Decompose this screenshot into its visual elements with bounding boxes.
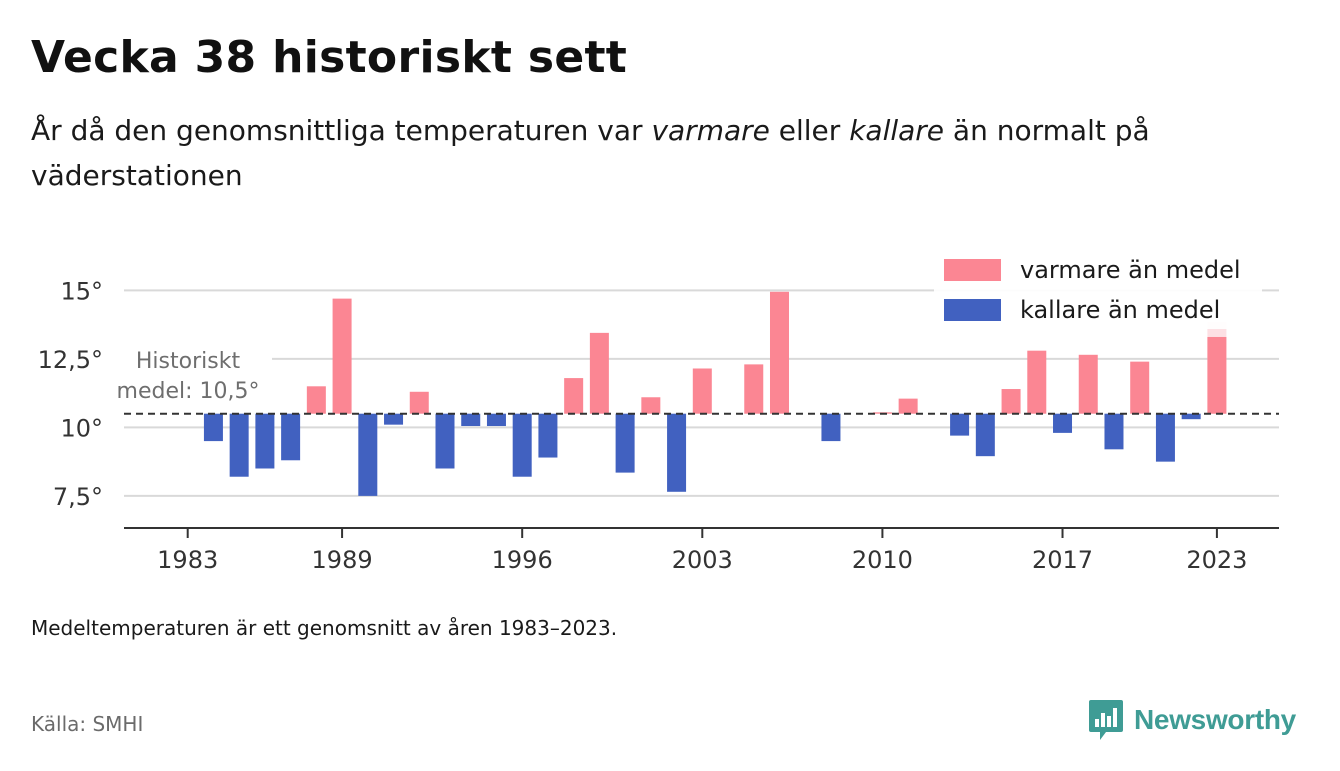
legend-label-warm: varmare än medel [1020, 256, 1241, 284]
x-tick-label: 2010 [852, 546, 913, 574]
subtitle-warm-word: varmare [651, 114, 770, 147]
y-tick-label: 12,5° [38, 346, 103, 374]
baseline-label-bg [108, 343, 272, 407]
bar-2006 [769, 291, 789, 414]
bar-2000 [615, 413, 635, 473]
bar-1984 [203, 413, 223, 442]
y-tick-label: 10° [60, 414, 103, 442]
brand-name: Newsworthy [1134, 704, 1296, 735]
bar-2003 [692, 368, 712, 414]
bar-1999 [589, 332, 609, 414]
bar-1989 [332, 298, 352, 414]
bar-1993 [435, 413, 455, 469]
subtitle-text-3: än normalt på väderstationen [31, 114, 1150, 192]
bar-1988 [306, 386, 326, 414]
chart-title: Vecka 38 historiskt sett [31, 32, 628, 83]
x-tick-label: 1996 [492, 546, 553, 574]
bar-2021 [1155, 413, 1175, 462]
x-tick-label: 2023 [1186, 546, 1247, 574]
brand-logo: Newsworthy [1088, 698, 1296, 742]
bar-2014 [975, 413, 995, 457]
legend-swatch-warm [944, 259, 1001, 281]
bar-2016 [1027, 350, 1047, 414]
subtitle-text-2: eller [769, 114, 850, 147]
y-tick-label: 15° [60, 277, 103, 305]
bar-1996 [512, 413, 532, 477]
footnote: Medeltemperaturen är ett genomsnitt av å… [31, 616, 618, 640]
baseline-label-line2: medel: 10,5° [117, 379, 260, 404]
bar-1990 [358, 413, 378, 496]
bar-2008 [821, 413, 841, 442]
x-tick-label: 1989 [312, 546, 373, 574]
bar-1994 [461, 413, 481, 427]
bar-1992 [409, 391, 429, 414]
bar-1997 [538, 413, 558, 458]
legend-label-cold: kallare än medel [1020, 296, 1220, 324]
bar-2002 [667, 413, 687, 492]
subtitle-text-1: År då den genomsnittliga temperaturen va… [31, 114, 652, 147]
bar-1995 [486, 413, 506, 427]
x-tick-label: 2017 [1032, 546, 1093, 574]
bar-1985 [229, 413, 249, 477]
bar-1991 [384, 413, 404, 425]
y-axis-labels: 7,5° 10° 12,5° 15° [38, 277, 103, 511]
y-tick-label: 7,5° [53, 483, 103, 511]
chart-subtitle: År då den genomsnittliga temperaturen va… [31, 108, 1291, 198]
bars [203, 291, 1227, 496]
bar-2015 [1001, 389, 1021, 414]
legend: varmare än medel kallare än medel [934, 251, 1262, 329]
bar-2023 [1207, 336, 1227, 414]
newsworthy-logo-icon [1089, 700, 1123, 740]
x-tick-label: 2003 [672, 546, 733, 574]
bar-2011 [898, 398, 918, 414]
bar-1987 [281, 413, 301, 461]
bar-2019 [1104, 413, 1124, 450]
bar-2020 [1130, 361, 1150, 414]
x-tick-label: 1983 [157, 546, 218, 574]
subtitle-cold-word: kallare [849, 114, 945, 147]
bar-2018 [1078, 354, 1098, 414]
bar-2013 [950, 413, 970, 436]
bar-2022 [1181, 413, 1201, 420]
source-label: Källa: SMHI [31, 712, 144, 736]
bar-2001 [641, 397, 661, 414]
bar-1998 [564, 378, 584, 414]
x-axis-ticks: 1983 1989 1996 2003 2010 2017 2023 [157, 528, 1247, 574]
baseline-label-line1: Historiskt [136, 349, 241, 374]
bar-1986 [255, 413, 275, 469]
temperature-bar-chart: 7,5° 10° 12,5° 15° 1983 1989 1996 2003 2010 2017… [37, 251, 1279, 574]
legend-swatch-cold [944, 299, 1001, 321]
bar-2005 [744, 364, 764, 414]
bar-2017 [1053, 413, 1073, 433]
